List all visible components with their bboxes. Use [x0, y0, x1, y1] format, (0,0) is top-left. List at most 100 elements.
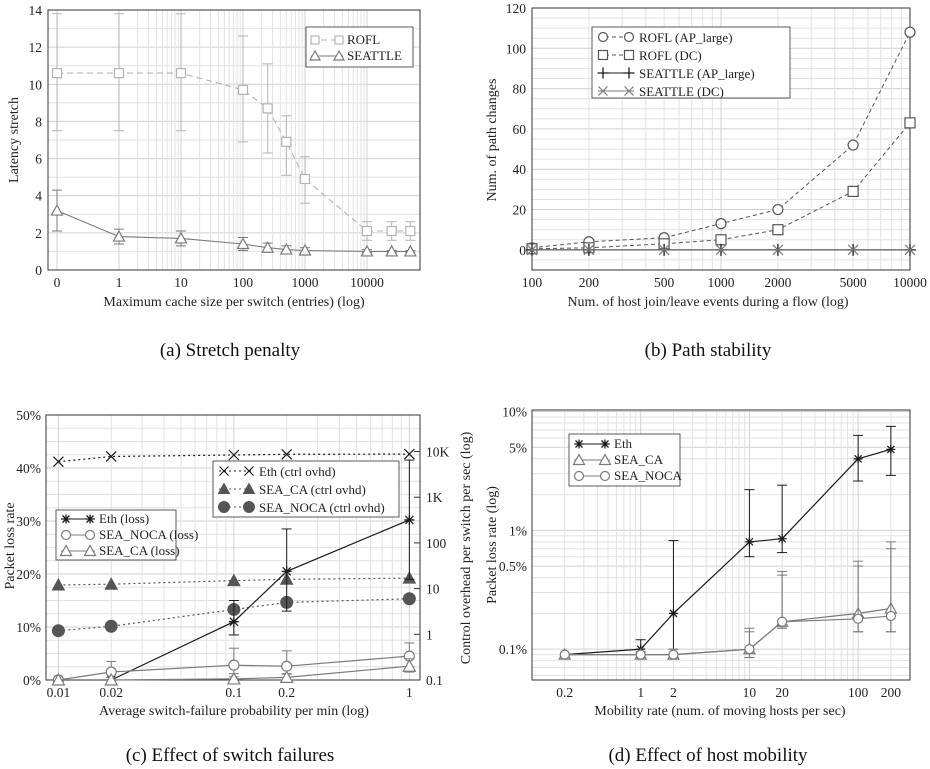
d-legend-marker — [574, 439, 584, 449]
b-legend-marker — [598, 86, 608, 96]
a-point — [112, 229, 126, 242]
b-x-tick: 1000 — [708, 275, 735, 290]
c-y-tick: 30% — [16, 514, 41, 529]
a-point — [360, 244, 374, 257]
d-x-tick: 10 — [743, 685, 757, 700]
c-ylabel: Packet loss rate — [3, 502, 18, 589]
b-point — [904, 244, 916, 256]
b-point — [772, 244, 784, 256]
a-xlabel: Maximum cache size per switch (entries) … — [103, 295, 365, 310]
c-point — [105, 451, 117, 462]
a-point — [405, 225, 416, 237]
b-point — [772, 203, 784, 216]
c-point — [51, 577, 66, 591]
d-legend-label: SEA_NOCA — [614, 468, 683, 483]
b-y-tick: 80 — [513, 82, 527, 97]
b-legend: ROFL (AP_large) ROFL (DC) SEATTLE (AP_larg… — [591, 26, 791, 99]
a-x-tick: 100 — [233, 275, 254, 290]
chart-d: 0.1% 0.5% 1% 5% 10% 0.2 1 2 10 20 100 200 Mobility r… — [485, 405, 911, 766]
c-point — [281, 660, 293, 672]
chart-b: 0 20 40 60 80 100 120 100 200 500 1000 2000 5000 1000… — [485, 1, 927, 361]
a-point — [51, 68, 63, 79]
a-y-tick: 6 — [35, 152, 42, 167]
c-point — [226, 671, 241, 685]
a-y-tick: 12 — [29, 40, 43, 55]
a-x-tick: 10 — [174, 275, 188, 290]
a-y-tick: 0 — [35, 263, 42, 278]
d-point — [668, 649, 679, 660]
c-point — [281, 566, 292, 577]
chart-a: 0 2 4 6 8 10 12 14 0 1 10 100 1000 10000 Maximum cache… — [7, 3, 421, 361]
c-x-tick: 0.02 — [99, 685, 123, 700]
b-y-tick: 0 — [519, 243, 526, 258]
a-legend-label: ROFL — [347, 32, 380, 47]
d-legend-marker — [599, 470, 611, 482]
c-legend-label: SEA_NOCA (loss) — [99, 527, 198, 542]
a-legend-marker — [308, 49, 322, 61]
b-legend-marker — [597, 67, 609, 79]
d-y-tick: 0.1% — [499, 642, 527, 657]
c-legend-marker — [218, 501, 230, 513]
c-y2-tick: 1K — [426, 490, 443, 505]
c-point — [51, 624, 65, 638]
d-legend-marker — [600, 439, 610, 449]
b-point — [715, 218, 727, 230]
d-series-line-1 — [564, 607, 891, 656]
a-x-tick: 10000 — [350, 275, 384, 290]
b-point — [583, 244, 595, 256]
c-point — [228, 659, 240, 671]
d-point — [885, 610, 896, 622]
c-point — [104, 577, 119, 590]
b-legend-label: SEATTLE (DC) — [639, 84, 724, 99]
b-x-tick: 5000 — [840, 275, 867, 290]
a-legend-marker — [332, 49, 346, 61]
b-legend-marker — [597, 31, 609, 43]
c-y-tick: 40% — [16, 461, 41, 476]
a-caption: (a) Stretch penalty — [160, 340, 301, 361]
c-legend-left: Eth (loss)SEA_NOCA (loss)SEA_CA (loss) — [55, 509, 198, 561]
d-legend-label: SEA_CA — [614, 452, 664, 467]
c-x-tick: 1 — [406, 685, 413, 700]
c-legend-marker — [217, 482, 231, 494]
a-legend-label: SEATTLE — [347, 48, 402, 63]
c-legend-label: SEA_NOCA (ctrl ovhd) — [259, 500, 385, 515]
a-x-tick: 0 — [54, 275, 61, 290]
b-y-tick: 120 — [506, 1, 527, 16]
a-point — [361, 225, 373, 237]
a-point — [50, 203, 64, 216]
c-legend-marker — [61, 514, 71, 524]
b-point — [715, 244, 727, 256]
d-x-tick: 0.2 — [556, 685, 573, 700]
d-y-tick: 1% — [509, 523, 527, 538]
c-y-tick: 0% — [23, 673, 41, 688]
c-point — [403, 448, 415, 460]
c-x-tick: 0.1 — [225, 685, 242, 700]
d-point — [853, 454, 863, 464]
c-point — [52, 456, 64, 468]
a-point — [262, 103, 273, 114]
b-legend-label: ROFL (AP_large) — [639, 30, 733, 45]
c-point — [227, 573, 241, 587]
b-legend-marker — [623, 31, 635, 43]
d-point — [668, 608, 678, 618]
a-x-tick: 1 — [116, 275, 123, 290]
a-legend-box — [305, 26, 414, 68]
d-point — [635, 649, 646, 660]
b-x-tick: 10000 — [893, 275, 927, 290]
c-legend-marker — [244, 466, 254, 476]
c-xlabel: Average switch-failure probability per m… — [99, 704, 369, 719]
a-point — [298, 243, 312, 256]
d-point — [559, 649, 570, 660]
d-point — [853, 613, 864, 624]
d-legend-label: Eth — [614, 436, 633, 451]
b-caption: (b) Path stability — [645, 340, 772, 361]
a-x-tick: 1000 — [292, 275, 319, 290]
a-point — [236, 237, 250, 250]
a-y-tick: 8 — [35, 114, 42, 129]
b-x-tick: 100 — [522, 275, 543, 290]
d-x-tick: 2 — [670, 685, 677, 700]
c-point — [228, 616, 239, 627]
d-point — [777, 534, 787, 544]
b-point — [904, 117, 916, 129]
